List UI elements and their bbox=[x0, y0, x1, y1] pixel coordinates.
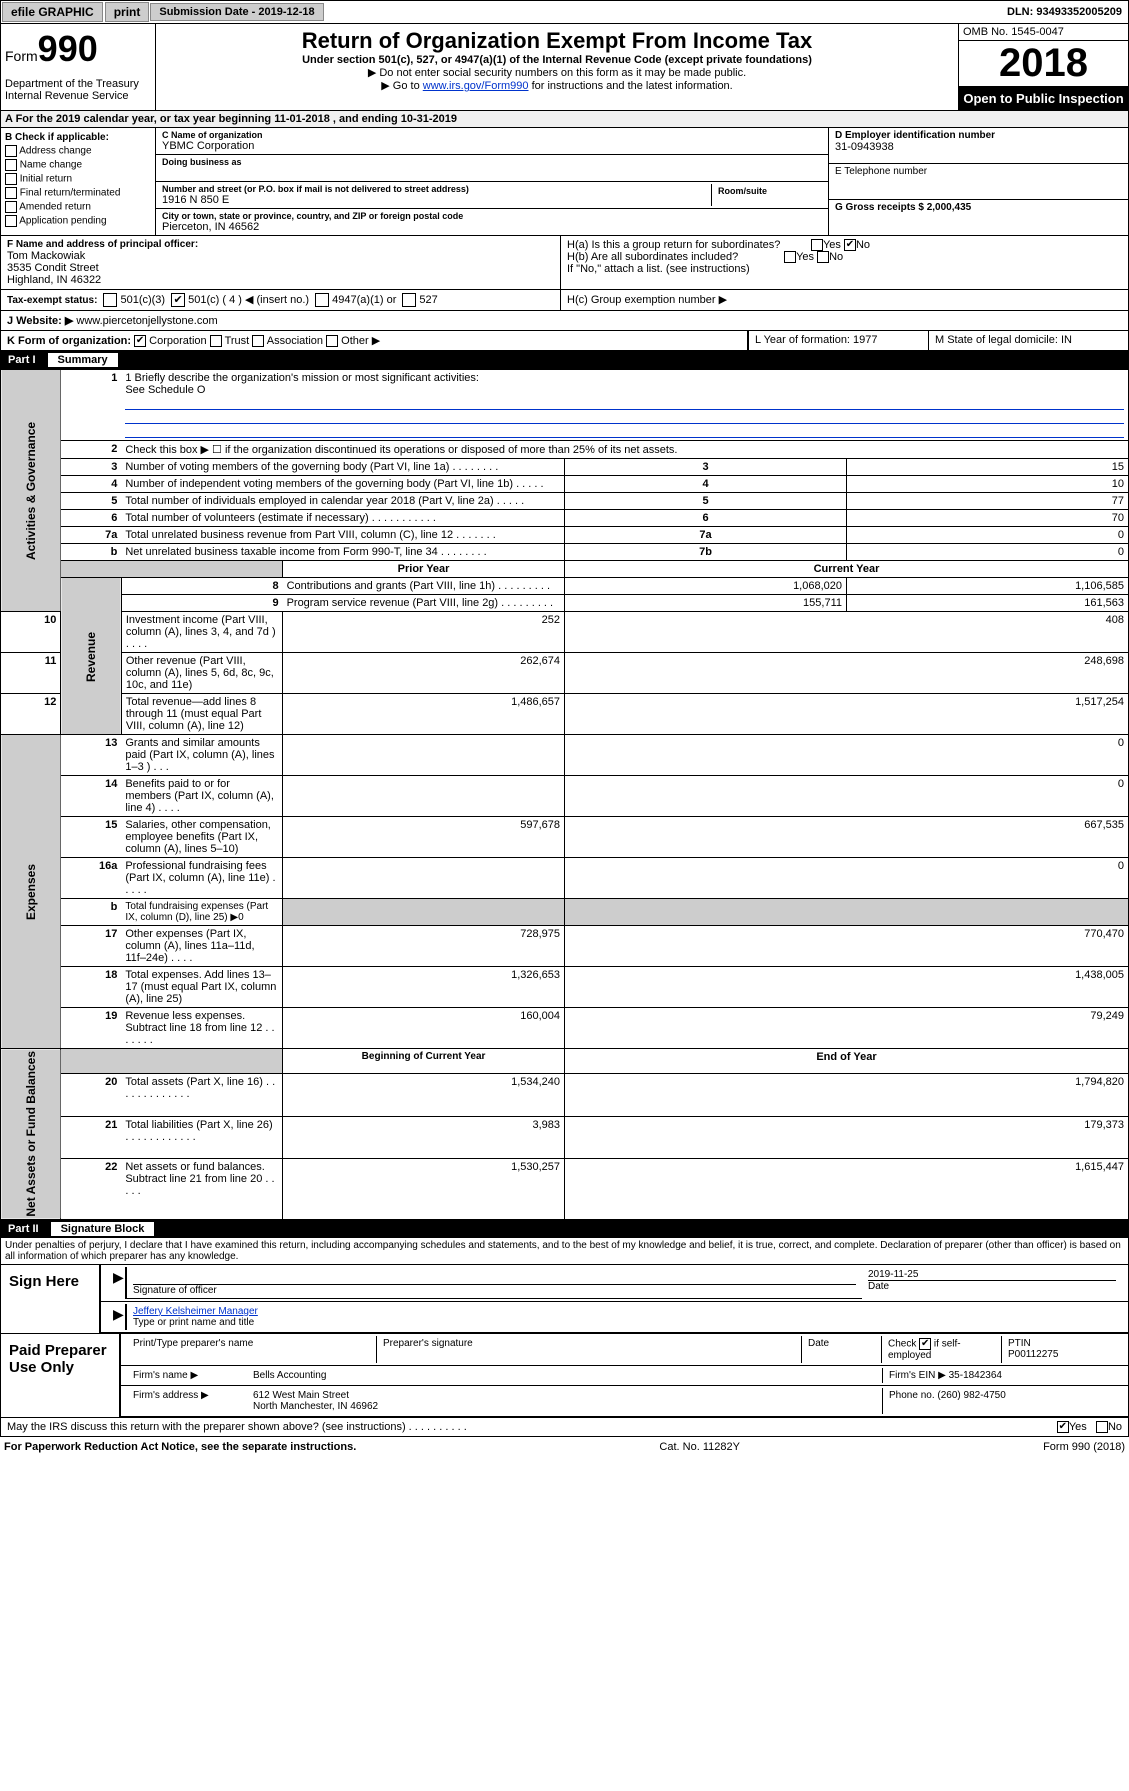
vlabel-ag: Activities & Governance bbox=[1, 370, 61, 612]
form-subtitle: Under section 501(c), 527, or 4947(a)(1)… bbox=[166, 54, 948, 66]
form-header: Form990 Department of the Treasury Inter… bbox=[0, 24, 1129, 111]
form-title: Return of Organization Exempt From Incom… bbox=[166, 28, 948, 54]
ein-value: 31-0943938 bbox=[835, 141, 1122, 153]
row-a-tax-year: A For the 2019 calendar year, or tax yea… bbox=[0, 111, 1129, 128]
firm-name: Bells Accounting bbox=[247, 1368, 882, 1383]
gross-receipts: G Gross receipts $ 2,000,435 bbox=[835, 202, 1122, 213]
discuss-row: May the IRS discuss this return with the… bbox=[0, 1418, 1129, 1437]
col-current: Current Year bbox=[565, 561, 1129, 578]
phone-label: E Telephone number bbox=[835, 166, 1122, 177]
h-b: H(b) Are all subordinates included? Yes … bbox=[567, 251, 1005, 263]
officer-addr2: Highland, IN 46322 bbox=[7, 274, 554, 286]
line-2: Check this box ▶ ☐ if the organization d… bbox=[121, 441, 1128, 459]
footer: For Paperwork Reduction Act Notice, see … bbox=[0, 1437, 1129, 1457]
summary-table: Activities & Governance 1 1 Briefly desc… bbox=[0, 369, 1129, 1220]
col-prior: Prior Year bbox=[283, 561, 565, 578]
addr-value: 1916 N 850 E bbox=[162, 194, 711, 206]
firm-addr1: 612 West Main Street bbox=[253, 1390, 876, 1401]
open-public-badge: Open to Public Inspection bbox=[959, 87, 1128, 110]
omb-number: OMB No. 1545-0047 bbox=[959, 24, 1128, 41]
efile-button[interactable]: efile GRAPHIC bbox=[2, 2, 103, 22]
print-button[interactable]: print bbox=[105, 2, 150, 22]
org-name-label: C Name of organization bbox=[162, 130, 822, 140]
firm-addr2: North Manchester, IN 46962 bbox=[253, 1401, 876, 1412]
form-number: Form990 bbox=[5, 28, 151, 70]
submission-date: Submission Date - 2019-12-18 bbox=[150, 3, 323, 21]
form-note-2: ▶ Go to www.irs.gov/Form990 for instruct… bbox=[166, 79, 948, 92]
addr-label: Number and street (or P.O. box if mail i… bbox=[162, 184, 711, 194]
sign-here-block: Sign Here ▶ Signature of officer 2019-11… bbox=[0, 1265, 1129, 1334]
vlabel-rev: Revenue bbox=[61, 578, 121, 735]
city-value: Pierceton, IN 46562 bbox=[162, 221, 822, 233]
vlabel-na: Net Assets or Fund Balances bbox=[1, 1049, 61, 1220]
firm-phone: (260) 982-4750 bbox=[937, 1390, 1005, 1401]
ein-label: D Employer identification number bbox=[835, 130, 1122, 141]
officer-name: Tom Mackowiak bbox=[7, 250, 554, 262]
section-fh: F Name and address of principal officer:… bbox=[0, 236, 1129, 290]
firm-ein: 35-1842364 bbox=[949, 1370, 1002, 1381]
part2-header: Part II Signature Block bbox=[0, 1220, 1129, 1238]
room-label: Room/suite bbox=[718, 186, 816, 196]
mission-label: 1 Briefly describe the organization's mi… bbox=[125, 372, 1124, 384]
dept-label: Department of the Treasury Internal Reve… bbox=[5, 78, 151, 102]
year-formation: L Year of formation: 1977 bbox=[748, 331, 928, 350]
city-label: City or town, state or province, country… bbox=[162, 211, 822, 221]
paid-preparer-label: Paid Preparer Use Only bbox=[1, 1334, 121, 1417]
tax-year: 2018 bbox=[959, 41, 1128, 87]
mission-value: See Schedule O bbox=[125, 384, 1124, 396]
h-c: H(c) Group exemption number ▶ bbox=[561, 290, 1011, 310]
section-j-website: J Website: ▶ www.piercetonjellystone.com bbox=[0, 311, 1129, 331]
part1-header: Part I Summary bbox=[0, 351, 1129, 369]
form-note-1: ▶ Do not enter social security numbers o… bbox=[166, 66, 948, 79]
vlabel-exp: Expenses bbox=[1, 735, 61, 1049]
col-begin: Beginning of Current Year bbox=[283, 1049, 565, 1074]
section-klm: K Form of organization: ✔ Corporation Tr… bbox=[0, 331, 1129, 351]
irs-link[interactable]: www.irs.gov/Form990 bbox=[423, 80, 529, 92]
org-name: YBMC Corporation bbox=[162, 140, 822, 152]
dln-label: DLN: 93493352005209 bbox=[1007, 6, 1128, 18]
sign-here-label: Sign Here bbox=[1, 1265, 101, 1333]
footer-right: Form 990 (2018) bbox=[1043, 1441, 1125, 1453]
officer-addr1: 3535 Condit Street bbox=[7, 262, 554, 274]
footer-center: Cat. No. 11282Y bbox=[659, 1441, 740, 1453]
ptin-value: P00112275 bbox=[1008, 1349, 1116, 1360]
h-a: H(a) Is this a group return for subordin… bbox=[567, 239, 1005, 251]
website-value: www.piercetonjellystone.com bbox=[76, 315, 217, 327]
paid-preparer-block: Paid Preparer Use Only Print/Type prepar… bbox=[0, 1334, 1129, 1418]
state-domicile: M State of legal domicile: IN bbox=[928, 331, 1128, 350]
col-end: End of Year bbox=[565, 1049, 1129, 1074]
section-bcd: B Check if applicable: Address change Na… bbox=[0, 128, 1129, 236]
dba-label: Doing business as bbox=[162, 157, 822, 167]
section-b-checkboxes: B Check if applicable: Address change Na… bbox=[1, 128, 156, 235]
section-i-tax-status: Tax-exempt status: 501(c)(3) ✔501(c) ( 4… bbox=[0, 290, 1129, 311]
h-b-note: If "No," attach a list. (see instruction… bbox=[567, 263, 1005, 275]
top-toolbar: efile GRAPHIC print Submission Date - 20… bbox=[0, 0, 1129, 24]
footer-left: For Paperwork Reduction Act Notice, see … bbox=[4, 1441, 356, 1453]
officer-label: F Name and address of principal officer: bbox=[7, 239, 554, 250]
officer-signed-name: Jeffery Kelsheimer Manager bbox=[133, 1306, 1116, 1317]
perjury-statement: Under penalties of perjury, I declare th… bbox=[0, 1238, 1129, 1265]
